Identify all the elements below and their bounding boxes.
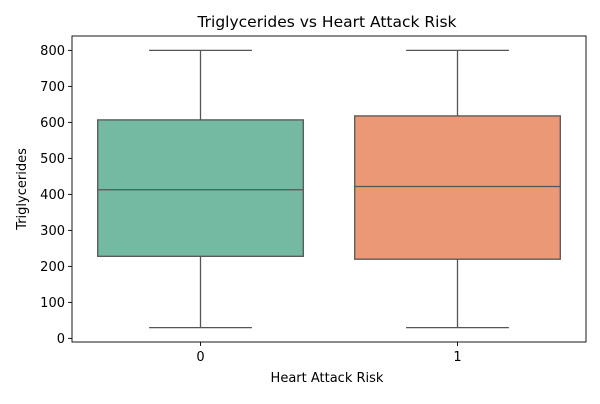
box-group-1 — [354, 49, 561, 329]
y-tick-label: 200 — [40, 260, 65, 275]
box-1 — [354, 115, 561, 260]
y-tick-label: 500 — [40, 152, 65, 167]
chart-title: Triglycerides vs Heart Attack Risk — [196, 13, 456, 31]
y-tick-label: 700 — [40, 80, 65, 95]
box-group-0 — [97, 49, 304, 329]
x-tick-label: 0 — [196, 350, 204, 365]
y-tick-label: 100 — [40, 296, 65, 311]
plot-frame — [71, 35, 587, 343]
x-axis-label: Heart Attack Risk — [271, 371, 384, 386]
y-tick-label: 300 — [40, 224, 65, 239]
plot-area — [97, 49, 561, 329]
x-tick-label: 1 — [453, 350, 461, 365]
y-tick-label: 400 — [40, 188, 65, 203]
y-tick-label: 0 — [57, 332, 65, 347]
y-axis-ticks: 0 100 200 300 400 500 600 700 800 — [40, 44, 72, 347]
y-tick-label: 600 — [40, 116, 65, 131]
box-0 — [97, 119, 304, 257]
y-tick-label: 800 — [40, 44, 65, 59]
y-axis-label: Triglycerides — [15, 148, 30, 231]
